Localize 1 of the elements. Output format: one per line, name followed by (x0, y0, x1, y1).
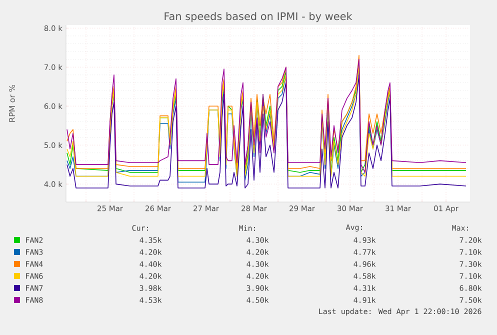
chart-title: Fan speeds based on IPMI - by week (164, 12, 352, 22)
